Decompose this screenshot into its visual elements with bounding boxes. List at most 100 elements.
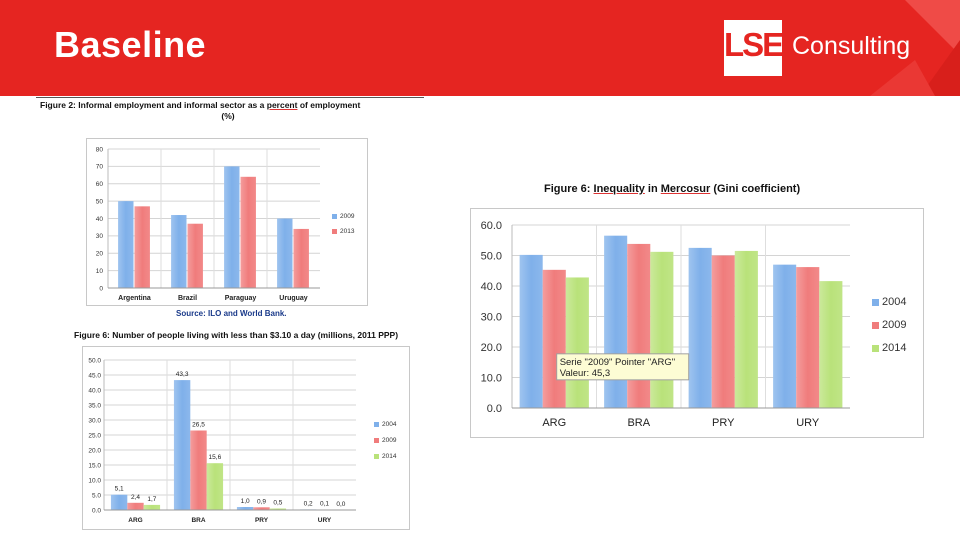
legend-label-2013: 2013 xyxy=(340,228,355,235)
lse-logo: LSE xyxy=(724,20,784,76)
y-tick-label: 70 xyxy=(96,164,104,171)
bar-bra-2009 xyxy=(627,243,651,408)
y-tick-label: 35.0 xyxy=(88,402,101,409)
fig2-title-line1: Informal employment and informal sector … xyxy=(78,100,265,110)
fig2-chart: 0 10 20 30 40 50 60 70 80 Argentina Brazil Paraguay… xyxy=(86,138,368,306)
chart-frame xyxy=(82,346,410,530)
y-tick-label: 10.0 xyxy=(481,372,502,384)
x-category-label: Uruguay xyxy=(279,295,308,302)
x-category-label: BRA xyxy=(627,417,650,429)
y-tick-label: 30 xyxy=(96,233,104,240)
legend-swatch-2004 xyxy=(374,422,379,427)
x-category-label: BRA xyxy=(191,517,205,524)
bar-brazil-2009 xyxy=(171,215,187,288)
bar-ury-2004 xyxy=(773,264,797,408)
fig6a-title: Figure 6: Number of people living with l… xyxy=(74,330,399,340)
bar-bra-2014 xyxy=(206,463,224,510)
fig6b-title: Figure 6: Inequality in Mercosur (Gini c… xyxy=(544,183,800,195)
data-label: 26,5 xyxy=(192,422,205,429)
x-category-label: Brazil xyxy=(178,295,197,302)
bar-pry-2014 xyxy=(734,250,758,408)
y-tick-label: 10 xyxy=(96,268,104,275)
x-category-label: ARG xyxy=(542,417,566,429)
y-tick-label: 20.0 xyxy=(481,342,502,354)
fig6b-title-ul1: Inequality xyxy=(593,183,645,195)
y-tick-label: 50.0 xyxy=(481,250,502,262)
y-tick-label: 20.0 xyxy=(88,447,101,454)
bar-arg-2014 xyxy=(143,504,161,510)
y-tick-label: 0.0 xyxy=(92,507,101,514)
data-label: 0,0 xyxy=(336,501,345,508)
tooltip-line2: Valeur: 45,3 xyxy=(560,368,611,379)
legend-label-2014: 2014 xyxy=(882,342,906,354)
x-category-label: PRY xyxy=(255,517,269,524)
fig2-title-ul: percent xyxy=(266,100,298,110)
logo-subtitle: Consulting xyxy=(792,32,911,60)
bar-ury-2009 xyxy=(796,267,820,408)
x-category-label: URY xyxy=(318,517,332,524)
fig2-title-line2: (%) xyxy=(221,111,235,121)
fig6b-title-mid: in xyxy=(644,183,661,195)
y-tick-label: 25.0 xyxy=(88,432,101,439)
data-label: 5,1 xyxy=(115,486,124,493)
y-tick-label: 0.0 xyxy=(487,403,502,415)
fig6b-title-end: (Gini coefficient) xyxy=(710,183,801,195)
bar-arg-2009 xyxy=(127,502,144,510)
y-tick-label: 50.0 xyxy=(88,357,101,364)
bar-argentina-2013 xyxy=(134,206,150,288)
y-tick-label: 15.0 xyxy=(88,462,101,469)
data-label: 0,5 xyxy=(273,500,282,507)
bar-pry-2009 xyxy=(711,255,735,408)
bar-ury-2014 xyxy=(819,281,843,408)
bar-pry-2009 xyxy=(253,507,270,510)
bar-pry-2014 xyxy=(269,508,287,510)
bar-arg-2004 xyxy=(519,254,543,408)
fig2-top-rule xyxy=(36,97,424,98)
fig2-source: Source: ILO and World Bank. xyxy=(176,309,287,318)
x-category-label: ARG xyxy=(128,517,142,524)
tooltip-line1: Serie "2009" Pointer "ARG" xyxy=(560,357,675,368)
tooltip-box xyxy=(556,353,690,381)
bar-bra-2004 xyxy=(604,235,628,408)
bar-arg-2014 xyxy=(565,277,589,408)
bar-arg-2009 xyxy=(542,269,566,408)
bar-uruguay-2013 xyxy=(293,228,309,288)
bar-arg-2004 xyxy=(110,494,128,510)
y-tick-label: 10.0 xyxy=(88,477,101,484)
y-tick-label: 30.0 xyxy=(481,311,502,323)
legend-swatch-2009 xyxy=(374,438,379,443)
fig2-title-prefix: Figure 2: xyxy=(40,100,79,110)
bar-bra-2009 xyxy=(190,430,207,510)
legend-label-2004: 2004 xyxy=(382,421,397,428)
data-label: 15,6 xyxy=(209,454,222,461)
y-tick-label: 80 xyxy=(96,146,104,153)
legend-label-2009: 2009 xyxy=(382,437,397,444)
logo-text: LSE xyxy=(724,26,784,63)
header-bar: Baseline LSE Consulting xyxy=(0,0,960,96)
data-label: 2,4 xyxy=(131,494,140,501)
fig2-title: Figure 2: Informal employment and inform… xyxy=(40,100,360,110)
y-tick-label: 30.0 xyxy=(88,417,101,424)
y-tick-label: 60 xyxy=(96,181,104,188)
y-tick-label: 40.0 xyxy=(481,281,502,293)
legend-swatch-2009 xyxy=(332,214,337,219)
bar-paraguay-2009 xyxy=(224,166,240,288)
legend-label-2009: 2009 xyxy=(340,213,355,220)
legend-swatch-2004 xyxy=(872,299,879,306)
y-tick-label: 5.0 xyxy=(92,492,101,499)
y-tick-label: 40.0 xyxy=(88,387,101,394)
data-label: 0,9 xyxy=(257,498,266,505)
bar-bra-2004 xyxy=(173,380,191,510)
header-decor xyxy=(870,0,960,96)
page-title: Baseline xyxy=(54,24,207,65)
y-tick-label: 45.0 xyxy=(88,372,101,379)
y-tick-label: 60.0 xyxy=(481,220,502,232)
fig6b-chart: 0.0 10.0 20.0 30.0 40.0 50.0 60.0 ARG BRA PRY URY 2… xyxy=(470,208,924,438)
bar-argentina-2009 xyxy=(118,201,134,288)
data-label: 1,7 xyxy=(147,496,156,503)
legend-swatch-2013 xyxy=(332,229,337,234)
data-label: 0,2 xyxy=(304,500,313,507)
y-tick-label: 0 xyxy=(99,285,103,292)
fig6b-title-ul2: Mercosur xyxy=(660,183,711,195)
x-category-label: PRY xyxy=(712,417,735,429)
